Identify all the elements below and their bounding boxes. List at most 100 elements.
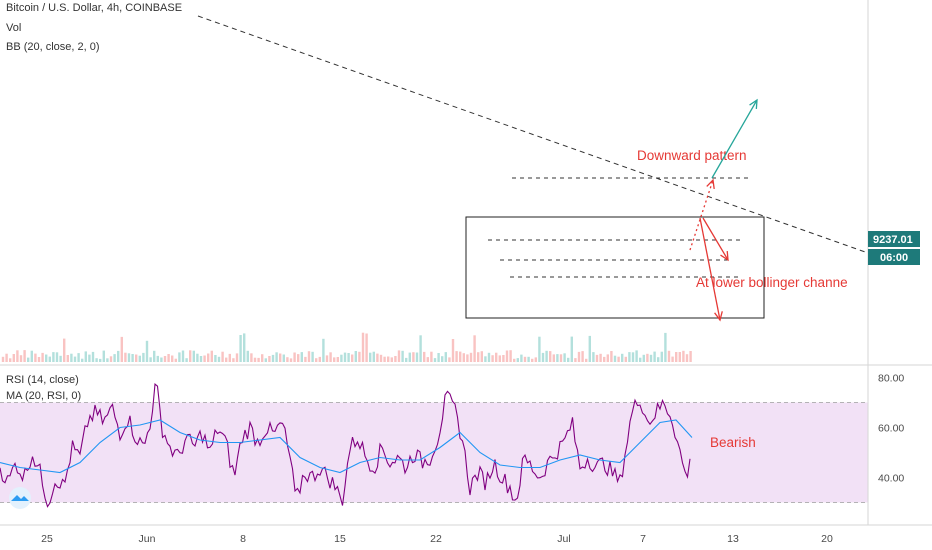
volume-bar	[639, 357, 642, 362]
volume-bar	[628, 352, 631, 362]
time-tick-label: 25	[41, 533, 53, 545]
volume-bar	[275, 352, 278, 362]
volume-bar	[466, 354, 469, 362]
volume-bar	[286, 357, 289, 362]
volume-bar	[365, 333, 368, 362]
annotation-lower-bollinger: At lower bollinger channe	[696, 275, 848, 290]
volume-bar	[383, 356, 386, 362]
volume-bar	[73, 356, 77, 362]
volume-bar	[156, 355, 159, 362]
volume-bar	[487, 352, 491, 362]
volume-bar	[340, 354, 343, 362]
volume-bar	[192, 350, 195, 362]
volume-bar	[232, 358, 235, 362]
volume-bar	[41, 352, 44, 362]
volume-bar	[261, 354, 264, 362]
volume-bar	[253, 357, 257, 362]
volume-bar	[603, 356, 606, 362]
volume-bar	[469, 352, 473, 362]
volume-bar	[117, 350, 120, 362]
volume-bar	[549, 351, 552, 362]
rsi-pane[interactable]	[0, 383, 868, 508]
time-tick-label: 13	[727, 533, 739, 545]
volume-bar	[433, 358, 437, 362]
volume-bar	[415, 352, 419, 362]
volume-bar	[91, 351, 95, 362]
volume-bar	[437, 353, 440, 362]
volume-bar	[513, 358, 516, 362]
volume-bar	[160, 357, 163, 362]
volume-bar	[653, 351, 656, 362]
volume-bar	[394, 356, 397, 362]
volume-bar	[52, 352, 55, 362]
price-pane[interactable]	[0, 0, 868, 362]
volume-bar	[577, 351, 581, 362]
volume-bar	[624, 356, 627, 362]
volume-bar	[264, 358, 267, 362]
volume-bar	[16, 350, 19, 362]
volume-bar	[196, 353, 199, 362]
volume-bar	[376, 353, 379, 362]
volume-bar	[523, 356, 527, 362]
countdown-badge: 06:00	[868, 249, 920, 265]
volume-bar	[23, 350, 26, 362]
volume-bar	[502, 355, 505, 362]
volume-bar	[401, 350, 404, 362]
volume-bar	[379, 354, 383, 362]
volume-bar	[419, 335, 422, 362]
volume-bar	[588, 335, 591, 362]
volume-bar	[70, 353, 73, 362]
volume-bar	[473, 335, 476, 362]
volume-bar	[567, 357, 570, 362]
breakout-arrow-head	[749, 98, 758, 110]
volume-bar	[145, 340, 149, 362]
annotation-downward-pattern: Downward pattern	[637, 148, 747, 163]
volume-bar	[426, 357, 429, 362]
retest-arrow	[689, 179, 714, 251]
volume-bar	[581, 351, 584, 362]
volume-bar	[257, 357, 260, 362]
volume-bar	[55, 352, 59, 362]
volume-bar	[534, 357, 537, 362]
volume-bar	[329, 352, 332, 362]
volume-bar	[131, 354, 134, 362]
volume-bar	[127, 353, 131, 362]
volume-bar	[81, 358, 84, 362]
tradingview-logo-icon[interactable]	[4, 486, 36, 510]
retest-arrow-head	[706, 178, 715, 190]
volume-bar	[541, 352, 545, 362]
volume-bar	[631, 352, 635, 362]
volume-bar	[405, 357, 408, 362]
time-tick-label: Jun	[139, 533, 156, 545]
volume-bar	[585, 358, 588, 362]
volume-bar	[95, 358, 98, 362]
volume-bar	[142, 352, 145, 362]
volume-bar	[178, 352, 181, 362]
volume-bar	[109, 356, 113, 362]
volume-bar	[480, 351, 483, 362]
volume-bar	[250, 353, 253, 362]
volume-bar	[635, 350, 638, 362]
volume-bar	[210, 350, 213, 362]
volume-bar	[185, 358, 188, 362]
volume-bar	[423, 351, 426, 362]
drawing-layer: Downward pattern At lower bollinger chan…	[197, 15, 869, 450]
volume-bar	[682, 350, 685, 362]
volume-bar	[333, 357, 336, 362]
volume-bar	[282, 354, 285, 362]
volume-bar	[556, 354, 559, 362]
volume-bar	[455, 351, 458, 362]
volume-bar	[354, 351, 357, 362]
downtrend-line	[197, 15, 869, 254]
volume-bar	[527, 356, 530, 362]
rsi-tick-label: 40.00	[878, 473, 904, 485]
volume-bar	[667, 350, 671, 362]
volume-bar	[27, 357, 30, 362]
volume-bar	[441, 356, 444, 362]
volume-bar	[138, 355, 141, 362]
volume-bar	[448, 357, 451, 362]
volume-bar	[124, 352, 127, 362]
volume-bar	[347, 353, 350, 362]
